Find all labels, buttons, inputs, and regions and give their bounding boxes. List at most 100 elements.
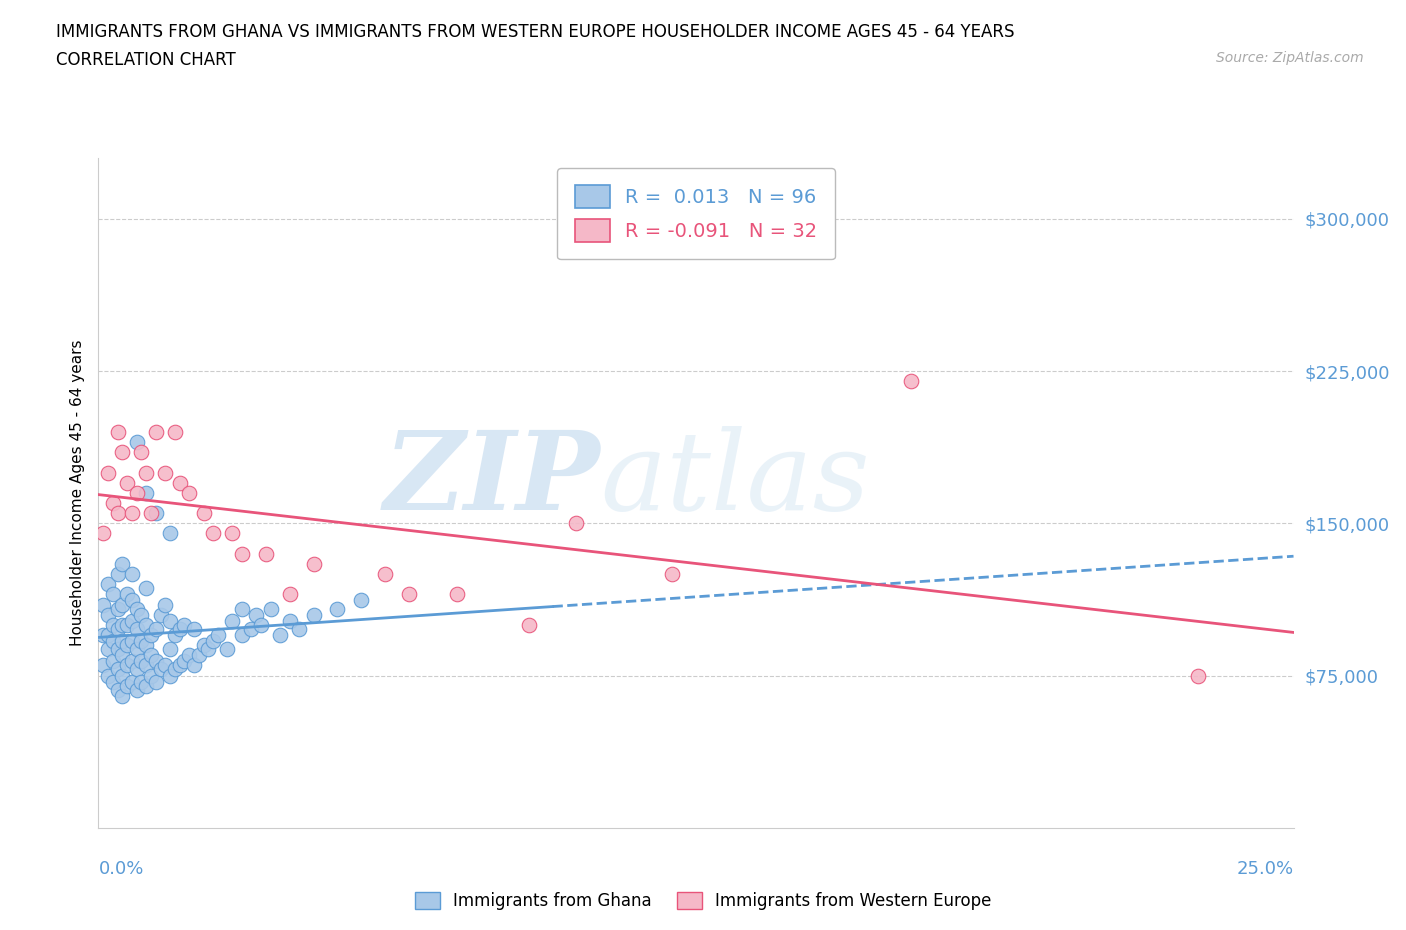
Point — [97, 607, 120, 622]
Point — [326, 601, 349, 616]
Point — [101, 496, 124, 511]
Point — [91, 658, 114, 672]
Point — [231, 546, 253, 561]
Point — [193, 506, 215, 521]
Point — [121, 566, 143, 581]
Point — [107, 506, 129, 521]
Point — [288, 621, 311, 636]
Point — [245, 607, 267, 622]
Point — [1187, 668, 1209, 683]
Point — [135, 581, 157, 596]
Point — [173, 654, 195, 669]
Point — [398, 587, 420, 602]
Point — [179, 648, 201, 663]
Point — [115, 658, 138, 672]
Point — [163, 628, 186, 643]
Point — [173, 618, 195, 632]
Legend: R =  0.013   N = 96, R = -0.091   N = 32: R = 0.013 N = 96, R = -0.091 N = 32 — [557, 167, 835, 259]
Point — [278, 613, 301, 628]
Text: 25.0%: 25.0% — [1236, 860, 1294, 878]
Point — [139, 648, 162, 663]
Point — [107, 621, 129, 636]
Point — [565, 516, 588, 531]
Point — [111, 648, 134, 663]
Point — [91, 628, 114, 643]
Point — [97, 668, 120, 683]
Point — [111, 633, 134, 648]
Point — [111, 668, 134, 683]
Point — [131, 674, 153, 689]
Point — [169, 621, 191, 636]
Point — [115, 587, 138, 602]
Point — [125, 601, 148, 616]
Point — [121, 633, 143, 648]
Point — [517, 618, 540, 632]
Text: 0.0%: 0.0% — [98, 860, 143, 878]
Point — [107, 642, 129, 657]
Point — [121, 674, 143, 689]
Point — [125, 662, 148, 677]
Point — [207, 628, 229, 643]
Point — [101, 587, 124, 602]
Point — [163, 662, 186, 677]
Point — [107, 683, 129, 698]
Point — [169, 658, 191, 672]
Point — [155, 658, 177, 672]
Point — [101, 654, 124, 669]
Point — [145, 425, 167, 440]
Point — [221, 526, 243, 541]
Point — [350, 593, 373, 608]
Point — [115, 678, 138, 693]
Point — [91, 597, 114, 612]
Point — [131, 607, 153, 622]
Point — [155, 597, 177, 612]
Point — [97, 642, 120, 657]
Point — [240, 621, 263, 636]
Point — [202, 633, 225, 648]
Point — [231, 628, 253, 643]
Point — [111, 597, 134, 612]
Point — [374, 566, 396, 581]
Point — [179, 485, 201, 500]
Point — [145, 621, 167, 636]
Text: atlas: atlas — [600, 426, 870, 533]
Point — [121, 613, 143, 628]
Point — [135, 465, 157, 480]
Point — [135, 618, 157, 632]
Text: IMMIGRANTS FROM GHANA VS IMMIGRANTS FROM WESTERN EUROPE HOUSEHOLDER INCOME AGES : IMMIGRANTS FROM GHANA VS IMMIGRANTS FROM… — [56, 23, 1015, 41]
Point — [121, 506, 143, 521]
Point — [269, 628, 291, 643]
Point — [135, 485, 157, 500]
Point — [107, 425, 129, 440]
Point — [91, 526, 114, 541]
Text: ZIP: ZIP — [384, 426, 600, 533]
Point — [111, 445, 134, 459]
Text: Source: ZipAtlas.com: Source: ZipAtlas.com — [1216, 51, 1364, 65]
Point — [139, 668, 162, 683]
Point — [115, 618, 138, 632]
Point — [145, 506, 167, 521]
Point — [250, 618, 273, 632]
Point — [125, 434, 148, 449]
Text: CORRELATION CHART: CORRELATION CHART — [56, 51, 236, 69]
Point — [183, 658, 205, 672]
Point — [217, 642, 239, 657]
Point — [259, 601, 281, 616]
Point — [125, 621, 148, 636]
Point — [163, 425, 186, 440]
Point — [101, 674, 124, 689]
Point — [115, 638, 138, 653]
Point — [131, 633, 153, 648]
Point — [202, 526, 225, 541]
Point — [131, 654, 153, 669]
Point — [97, 465, 120, 480]
Point — [111, 688, 134, 703]
Point — [231, 601, 253, 616]
Point — [254, 546, 277, 561]
Point — [125, 485, 148, 500]
Point — [302, 556, 325, 571]
Point — [183, 621, 205, 636]
Point — [159, 642, 181, 657]
Point — [446, 587, 468, 602]
Point — [111, 618, 134, 632]
